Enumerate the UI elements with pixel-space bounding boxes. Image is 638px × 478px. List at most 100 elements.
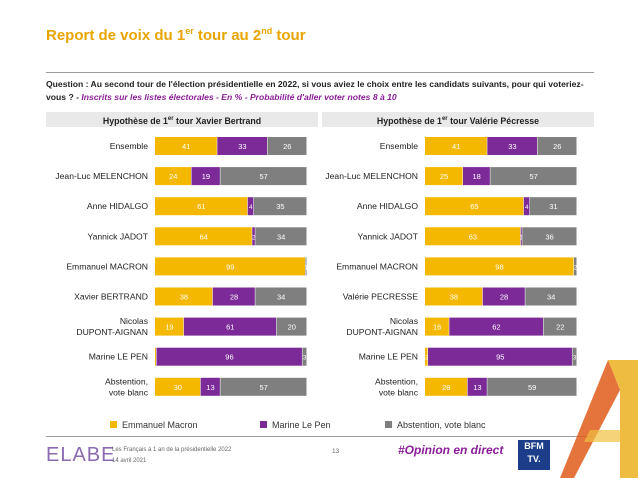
legend-item-abstention: Abstention, vote blanc	[385, 420, 486, 430]
data-label: 19	[165, 323, 173, 332]
bar-segment	[487, 377, 577, 396]
category-label: Emmanuel MACRON	[336, 261, 418, 271]
bar-segment	[467, 377, 488, 396]
data-label: 1	[305, 265, 309, 271]
data-label: 26	[283, 142, 291, 151]
bar-segment	[522, 227, 577, 246]
category-label-line: DUPONT-AIGNAN	[346, 327, 418, 337]
bar-segment	[267, 137, 307, 155]
bar-separator	[306, 257, 308, 276]
bar-segment	[525, 287, 577, 306]
bar-separator	[306, 227, 308, 246]
category-label-line: Jean-Luc MELENCHON	[325, 171, 418, 181]
left-header-pre: Hypothèse de 1	[102, 115, 168, 126]
category-label-line: Xavier BERTRAND	[74, 292, 148, 302]
category-label-line: Abstention,	[105, 376, 148, 386]
data-label: 36	[545, 232, 553, 241]
legend-label-macron: Emmanuel Macron	[122, 420, 198, 430]
bar-segment	[425, 197, 524, 216]
bar-segment	[156, 347, 303, 366]
data-label: 95	[496, 353, 504, 362]
bar-segment	[155, 347, 157, 366]
deco-shape-red	[560, 360, 620, 478]
data-label: 31	[549, 202, 557, 211]
category-label-line: Emmanuel MACRON	[66, 261, 148, 271]
data-label: 62	[492, 323, 500, 332]
bar-segment	[425, 137, 488, 155]
category-label-line: DUPONT-AIGNAN	[76, 327, 148, 337]
data-label: 25	[440, 172, 448, 181]
bar-segment	[155, 287, 213, 306]
bfmtv-logo: BFM TV.	[518, 440, 550, 470]
bar-segment	[425, 347, 429, 366]
deco-shape-orange	[608, 360, 638, 478]
bar-segment	[523, 197, 530, 216]
category-label-line: Abstention,	[375, 376, 418, 386]
bar-segment	[155, 197, 248, 216]
elabe-logo: ELABE	[46, 444, 116, 466]
bar-segment	[425, 317, 450, 336]
bar-separator	[576, 197, 578, 216]
bar-segment	[425, 377, 468, 396]
legend-item-lepen: Marine Le Pen	[260, 420, 331, 430]
category-label-line: vote blanc	[109, 387, 149, 397]
bar-segment	[573, 257, 577, 276]
category-label-line: Ensemble	[110, 141, 148, 151]
bar-segment	[572, 347, 577, 366]
data-label: 26	[553, 142, 561, 151]
category-label-line: vote blanc	[379, 387, 419, 397]
bar-segment	[449, 317, 544, 336]
title-divider	[46, 72, 594, 73]
bar-segment	[255, 287, 307, 306]
bar-segment	[537, 137, 577, 155]
data-label: 99	[226, 262, 234, 271]
left-header-sup: er	[167, 116, 174, 122]
data-label: 33	[238, 142, 246, 151]
category-label: Ensemble	[380, 141, 418, 151]
category-label: Anne HIDALGO	[87, 201, 148, 211]
bar-separator	[306, 347, 308, 366]
category-label: Xavier BERTRAND	[74, 292, 148, 302]
bar-separator	[306, 377, 308, 396]
bar-segment	[463, 167, 491, 186]
data-label: 35	[276, 202, 284, 211]
category-label: Anne HIDALGO	[357, 201, 418, 211]
bar-separator	[576, 287, 578, 306]
category-label: Ensemble	[110, 141, 148, 151]
bar-segment	[155, 377, 201, 396]
right-header-post: tour Valérie Pécresse	[447, 115, 540, 126]
bar-segment	[183, 317, 277, 336]
legend-item-macron: Emmanuel Macron	[110, 420, 198, 430]
data-label: 20	[288, 323, 296, 332]
data-label: 24	[169, 172, 177, 181]
bar-separator	[306, 167, 308, 186]
data-label: 28	[500, 293, 508, 302]
footer-date: 14 avril 2021	[112, 458, 147, 464]
bar-segment	[543, 317, 577, 336]
data-label: 28	[442, 383, 450, 392]
data-label: 57	[260, 383, 268, 392]
data-label: 3	[573, 356, 577, 362]
bar-segment	[490, 167, 577, 186]
category-label: Abstention, vote blanc	[105, 376, 149, 397]
data-label: 41	[182, 142, 190, 151]
category-label: Marine LE PEN	[89, 352, 148, 362]
bar-segment	[276, 317, 307, 336]
category-label: Yannick JADOT	[358, 231, 419, 241]
category-label: Marine LE PEN	[359, 352, 418, 362]
bar-segment	[305, 257, 307, 276]
data-label: 57	[530, 172, 538, 181]
bar-segment	[220, 377, 307, 396]
data-label: 33	[508, 142, 516, 151]
bar-separator	[306, 197, 308, 216]
data-label: 13	[206, 383, 214, 392]
data-label: 2	[252, 235, 256, 241]
footer-study-title: Les Français à 1 an de la présidentielle…	[112, 447, 232, 453]
decorative-a-shape	[560, 360, 638, 478]
title-text: Report de voix du 1	[46, 27, 186, 44]
data-label: 63	[469, 232, 477, 241]
footer-divider	[46, 436, 594, 437]
category-label: Abstention, vote blanc	[375, 376, 419, 397]
bar-segment	[253, 197, 307, 216]
bar-segment	[200, 377, 221, 396]
